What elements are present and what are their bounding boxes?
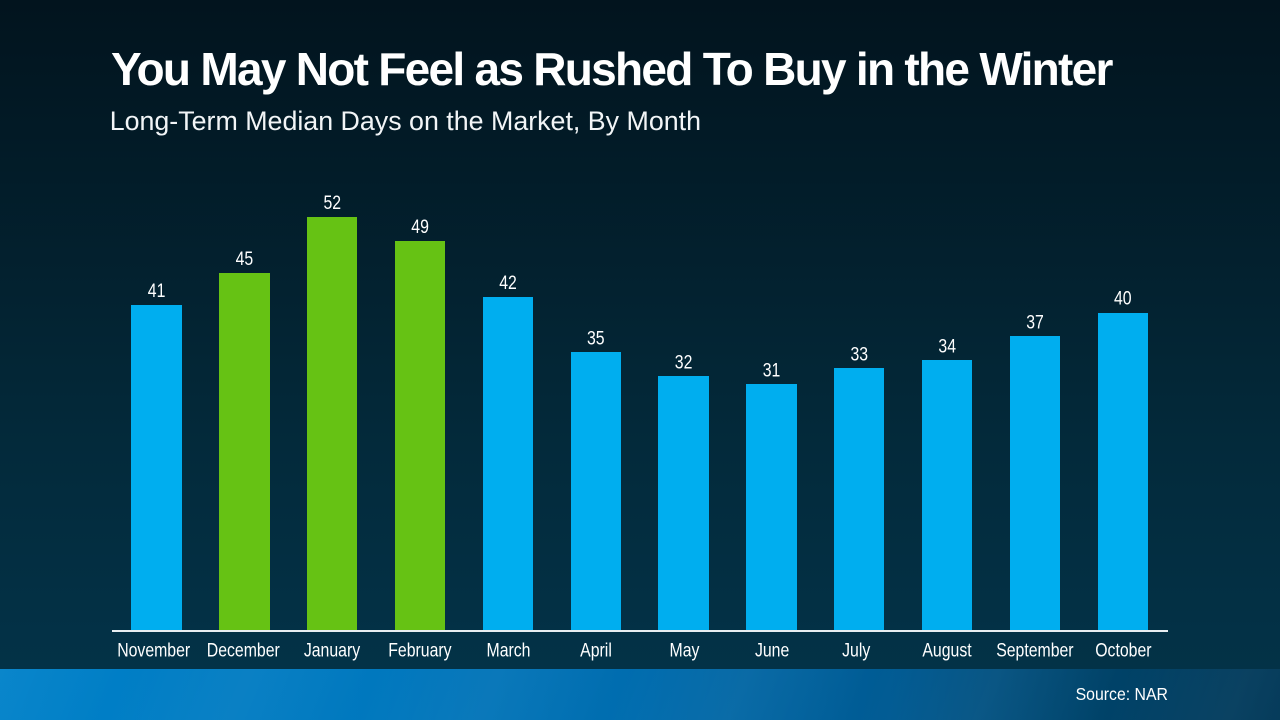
svg-text:December: December [207, 641, 280, 662]
svg-text:34: 34 [938, 337, 956, 358]
svg-text:August: August [922, 641, 972, 662]
svg-text:July: July [842, 641, 870, 662]
svg-text:41: 41 [148, 281, 166, 302]
svg-text:49: 49 [411, 217, 429, 238]
svg-text:45: 45 [236, 249, 254, 270]
svg-text:40: 40 [1114, 289, 1132, 310]
svg-text:May: May [670, 641, 700, 662]
svg-text:52: 52 [324, 193, 342, 214]
svg-text:February: February [388, 641, 452, 662]
svg-text:September: September [996, 641, 1074, 662]
svg-text:November: November [117, 641, 190, 662]
svg-text:37: 37 [1026, 313, 1044, 334]
svg-text:June: June [755, 641, 789, 662]
svg-text:March: March [487, 641, 531, 662]
svg-text:35: 35 [587, 329, 605, 350]
svg-text:October: October [1095, 641, 1152, 662]
svg-text:Source: NAR: Source: NAR [1076, 684, 1168, 704]
svg-text:April: April [580, 641, 612, 662]
svg-text:42: 42 [499, 273, 517, 294]
svg-text:31: 31 [763, 360, 781, 381]
svg-text:32: 32 [675, 352, 693, 373]
svg-text:33: 33 [851, 345, 869, 366]
svg-text:January: January [304, 641, 361, 662]
